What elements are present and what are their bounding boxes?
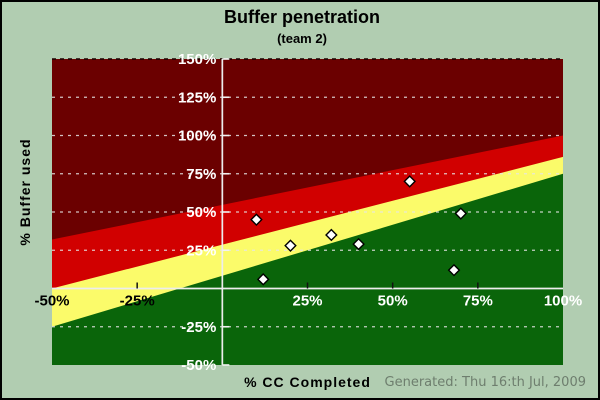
- data-point-diamond: [454, 207, 468, 220]
- data-point-diamond: [403, 175, 416, 188]
- x-axis-title: % CC Completed: [244, 374, 371, 390]
- y-tick-label: 25%: [186, 242, 216, 259]
- chart-subtitle: (team 2): [277, 31, 327, 46]
- x-tick-label: 75%: [463, 293, 493, 310]
- data-point-diamond: [250, 213, 263, 226]
- y-axis-title: % Buffer used: [17, 138, 33, 246]
- y-tick-label: -25%: [181, 319, 216, 336]
- chart-title: Buffer penetration: [223, 7, 380, 27]
- data-point-diamond: [325, 228, 338, 242]
- y-tick-label: 125%: [178, 89, 216, 106]
- generated-text: Generated: Thu 16:th Jul, 2009: [384, 375, 586, 390]
- x-tick-label: 25%: [292, 293, 322, 310]
- x-tick-label: -25%: [120, 293, 155, 310]
- y-tick-label: 50%: [186, 204, 216, 221]
- data-point-diamond: [352, 237, 365, 251]
- y-tick-label: 150%: [178, 51, 216, 68]
- x-tick-label: 100%: [544, 293, 582, 310]
- data-point-diamond: [447, 263, 461, 277]
- y-tick-label: 75%: [186, 166, 216, 183]
- data-point-diamond: [284, 239, 297, 252]
- x-tick-label: -50%: [34, 293, 69, 310]
- x-tick-label: 50%: [378, 293, 408, 310]
- y-tick-label: -50%: [181, 357, 216, 374]
- zone-green: [52, 173, 563, 365]
- y-tick-label: 100%: [178, 128, 216, 145]
- data-point-diamond: [256, 273, 270, 286]
